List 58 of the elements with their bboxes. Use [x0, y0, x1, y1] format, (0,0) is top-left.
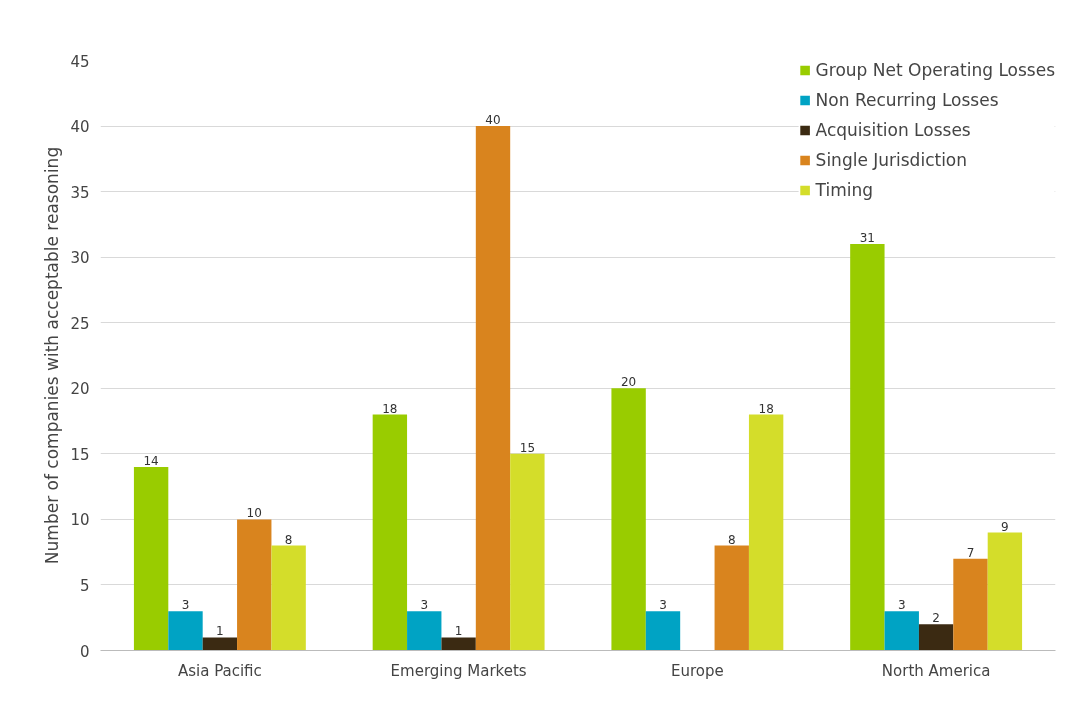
bar	[714, 545, 749, 651]
legend-label: Timing	[815, 180, 874, 200]
y-tick-label: 15	[70, 445, 90, 464]
bar	[202, 637, 238, 651]
y-axis-title: Number of companies with acceptable reasoning	[42, 146, 63, 565]
bar	[510, 453, 545, 651]
bar	[884, 611, 919, 651]
bar	[475, 126, 511, 651]
data-label: 8	[727, 532, 736, 547]
bar	[407, 611, 442, 651]
data-label: 1	[216, 624, 224, 639]
y-tick-label: 25	[70, 314, 90, 333]
bar	[133, 466, 169, 651]
bar	[748, 414, 784, 651]
bar	[645, 611, 681, 651]
y-tick-label: 0	[79, 642, 90, 661]
data-label: 40	[485, 113, 501, 128]
data-label: 18	[758, 401, 774, 416]
x-tick-label: Emerging Markets	[390, 661, 527, 680]
bar	[850, 244, 885, 651]
x-tick-label: Europe	[671, 661, 724, 680]
data-label: 3	[659, 598, 667, 613]
y-tick-label: 35	[70, 183, 90, 202]
bar	[372, 414, 408, 651]
bar	[953, 558, 988, 651]
legend-label: Acquisition Losses	[815, 120, 971, 140]
data-label: 8	[284, 532, 293, 547]
legend-label: Non Recurring Losses	[815, 90, 999, 110]
bar	[271, 545, 306, 651]
y-tick-label: 30	[70, 249, 90, 268]
x-tick-label: North America	[881, 661, 991, 680]
bar	[168, 611, 203, 651]
y-tick-label: 45	[70, 52, 90, 71]
legend-label: Group Net Operating Losses	[815, 60, 1055, 80]
bar	[987, 532, 1023, 651]
data-label: 9	[1001, 519, 1009, 534]
data-label: 3	[897, 598, 906, 613]
y-tick-label: 10	[70, 511, 90, 530]
data-label: 1	[454, 624, 463, 639]
bar	[918, 624, 954, 651]
x-tick-label: Asia Pacific	[177, 661, 262, 680]
bar	[611, 388, 646, 651]
data-label: 14	[143, 453, 159, 468]
data-label: 20	[620, 375, 637, 390]
y-tick-label: 20	[70, 380, 90, 399]
y-tick-label: 5	[79, 576, 90, 595]
data-label: 15	[519, 440, 536, 455]
data-label: 3	[181, 598, 190, 613]
data-label: 18	[382, 401, 398, 416]
data-label: 10	[246, 506, 262, 521]
data-label: 2	[932, 611, 940, 626]
bar	[237, 519, 272, 651]
y-tick-label: 40	[70, 118, 90, 137]
data-label: 7	[966, 545, 975, 560]
data-label: 3	[420, 598, 429, 613]
bar	[441, 637, 476, 651]
data-label: 31	[859, 231, 876, 246]
legend-label: Single Jurisdiction	[815, 150, 968, 170]
